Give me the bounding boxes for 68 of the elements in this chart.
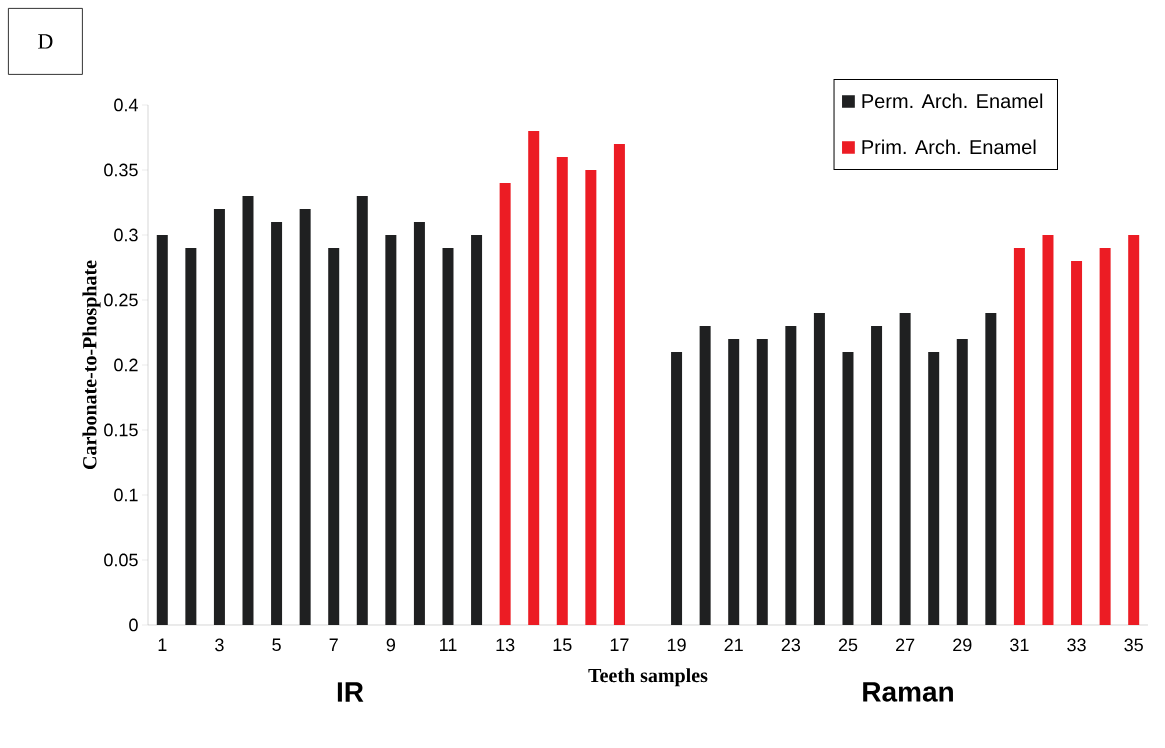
x-tick-label: 27: [896, 638, 915, 652]
x-tick-label: 1: [158, 638, 167, 651]
bar: [1099, 248, 1111, 625]
text: IR: [337, 682, 364, 702]
y-tick-label: 0: [129, 618, 138, 632]
bar: [528, 131, 540, 625]
bar: [1128, 235, 1140, 625]
bar: [356, 196, 368, 625]
bar: [756, 339, 768, 625]
x-tick-label: 31: [1010, 638, 1029, 652]
bar: [213, 209, 225, 625]
x-tick-label: 19: [667, 638, 686, 652]
y-tick-label: 0.2: [114, 358, 138, 372]
y-tick-label: 0.35: [104, 163, 138, 177]
bar: [499, 183, 511, 625]
bar: [185, 248, 197, 625]
bar: [271, 222, 283, 625]
bar: [585, 170, 597, 625]
x-tick-label: 3: [215, 638, 224, 652]
bar: [956, 339, 968, 625]
x-tick-label: 17: [610, 638, 629, 651]
bar: [928, 352, 940, 625]
x-tick-label: 35: [1124, 638, 1143, 652]
bar: [385, 235, 397, 625]
bar: [413, 222, 425, 625]
x-tick-label: 33: [1067, 638, 1086, 652]
bar: [671, 352, 683, 625]
y-tick-label: 0.15: [104, 423, 138, 437]
x-tick-label: 9: [386, 638, 396, 652]
text: D: [38, 34, 53, 49]
bar: [328, 248, 340, 625]
x-tick-label: 7: [329, 638, 338, 651]
bar: [613, 144, 625, 625]
bar: [471, 235, 483, 625]
bar: [556, 157, 568, 625]
bar: [299, 209, 311, 625]
y-tick-label: 0.4: [114, 98, 138, 112]
bar: [842, 352, 854, 625]
x-tick-label: 15: [553, 638, 572, 652]
bar: [1071, 261, 1083, 625]
bar: [871, 326, 883, 625]
bar: [442, 248, 454, 625]
y-tick-label: 0.25: [104, 293, 138, 307]
y-tick-label: 0.05: [104, 553, 138, 567]
legend-label: Prim. Arch. Enamel: [862, 139, 1036, 155]
x-tick-label: 11: [440, 638, 457, 651]
x-tick-label: 13: [496, 638, 515, 652]
legend-label: Perm. Arch. Enamel: [862, 93, 1043, 109]
bar: [985, 313, 997, 625]
bar: [1042, 235, 1054, 625]
y-tick-label: 0.1: [114, 488, 138, 502]
x-tick-label: 29: [953, 638, 972, 652]
x-tick-label: 5: [272, 638, 281, 652]
x-tick-label: 25: [838, 638, 858, 652]
bar: [813, 313, 825, 625]
bar: [242, 196, 254, 625]
bar: [899, 313, 911, 625]
text: Raman: [863, 682, 953, 702]
y-tick-label: 0.3: [114, 228, 138, 242]
x-tick-label: 23: [781, 638, 801, 652]
x-axis-title: Teeth samples: [588, 668, 708, 687]
bar: [699, 326, 711, 625]
bar: [728, 339, 740, 625]
y-axis-title: Carbonate-to-Phosphate: [82, 260, 101, 470]
bar: [156, 235, 168, 625]
x-tick-label: 21: [724, 638, 743, 652]
bar: [785, 326, 797, 625]
bar: [1013, 248, 1025, 625]
